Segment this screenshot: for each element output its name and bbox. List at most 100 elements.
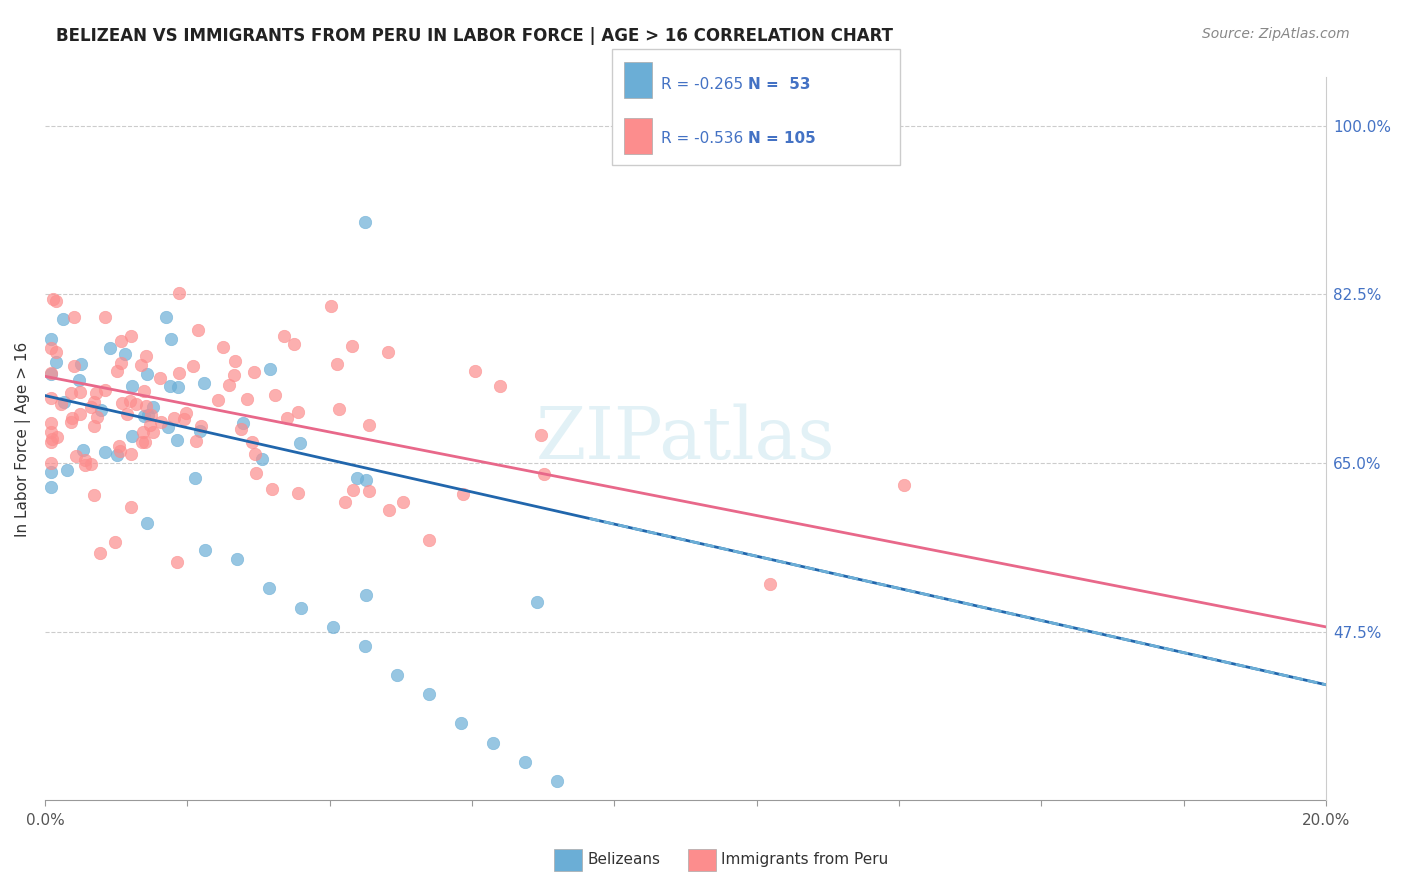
Point xyxy=(105,448,128,462)
Point xyxy=(276,411,298,425)
Point xyxy=(141,409,163,423)
Point xyxy=(232,417,254,431)
Point xyxy=(110,334,132,348)
Point xyxy=(184,471,207,485)
Point xyxy=(104,534,127,549)
Point xyxy=(90,402,112,417)
Point xyxy=(259,362,281,376)
Y-axis label: In Labor Force | Age > 16: In Labor Force | Age > 16 xyxy=(15,342,31,537)
Point xyxy=(136,408,159,422)
Point xyxy=(39,465,62,479)
Point xyxy=(354,639,377,653)
Point xyxy=(83,488,105,502)
Text: Immigrants from Peru: Immigrants from Peru xyxy=(721,853,889,867)
Point xyxy=(418,687,440,701)
Point xyxy=(322,620,344,634)
Point xyxy=(129,358,152,372)
Point xyxy=(326,357,349,371)
Point xyxy=(59,386,82,401)
Point xyxy=(243,365,266,379)
Point xyxy=(139,417,162,432)
Point xyxy=(134,434,156,449)
Point xyxy=(155,310,177,324)
Point xyxy=(149,370,172,384)
Point xyxy=(184,434,207,449)
Point xyxy=(75,458,97,473)
Point xyxy=(120,329,142,343)
Point xyxy=(194,542,217,557)
Point xyxy=(121,429,143,443)
Point xyxy=(222,368,245,382)
Point xyxy=(62,359,84,373)
Point xyxy=(346,471,368,485)
Point xyxy=(357,484,380,499)
Text: N =  53: N = 53 xyxy=(748,77,810,92)
Point xyxy=(229,422,252,436)
Point xyxy=(464,364,486,378)
Point xyxy=(80,401,103,415)
Point xyxy=(240,434,263,449)
Point xyxy=(67,372,90,386)
Point xyxy=(108,444,131,458)
Point xyxy=(41,432,63,446)
Point xyxy=(354,215,377,229)
Point xyxy=(142,425,165,440)
Point xyxy=(115,407,138,421)
Point xyxy=(65,449,87,463)
Point xyxy=(131,425,153,439)
Point xyxy=(135,368,157,382)
Point xyxy=(94,444,117,458)
Point xyxy=(132,409,155,423)
Point xyxy=(94,310,117,325)
Point xyxy=(75,453,97,467)
Point xyxy=(42,292,65,306)
Point xyxy=(174,406,197,420)
Point xyxy=(226,552,249,566)
Point xyxy=(287,405,309,419)
Point xyxy=(108,439,131,453)
Point xyxy=(273,328,295,343)
Point xyxy=(51,397,73,411)
Point xyxy=(190,418,212,433)
Point xyxy=(63,310,86,324)
Point xyxy=(39,392,62,406)
Point xyxy=(39,367,62,381)
Point xyxy=(56,462,79,476)
Point xyxy=(39,367,62,381)
Point xyxy=(159,332,181,346)
Point xyxy=(236,392,259,406)
Point xyxy=(80,457,103,471)
Point xyxy=(86,410,108,425)
Point xyxy=(70,358,93,372)
Point xyxy=(98,342,121,356)
Point xyxy=(287,486,309,500)
Point xyxy=(181,359,204,373)
Point xyxy=(114,347,136,361)
Point xyxy=(387,668,409,682)
Point xyxy=(131,435,153,450)
Point xyxy=(39,341,62,355)
Point xyxy=(515,755,537,769)
Point xyxy=(173,412,195,426)
Point xyxy=(52,311,75,326)
Point xyxy=(187,323,209,337)
Point xyxy=(166,556,188,570)
Point xyxy=(759,577,782,591)
Point xyxy=(107,364,129,378)
Point xyxy=(110,356,132,370)
Point xyxy=(193,376,215,391)
Point xyxy=(377,345,399,359)
Point xyxy=(288,436,311,450)
Point xyxy=(488,378,510,392)
Point xyxy=(283,336,305,351)
Point xyxy=(188,424,211,438)
Point xyxy=(166,380,188,394)
Point xyxy=(159,379,181,393)
Point xyxy=(342,483,364,497)
Point xyxy=(342,339,364,353)
Point xyxy=(893,478,915,492)
Point xyxy=(166,433,188,447)
Point xyxy=(359,417,381,432)
Point xyxy=(72,442,94,457)
Point xyxy=(39,456,62,470)
